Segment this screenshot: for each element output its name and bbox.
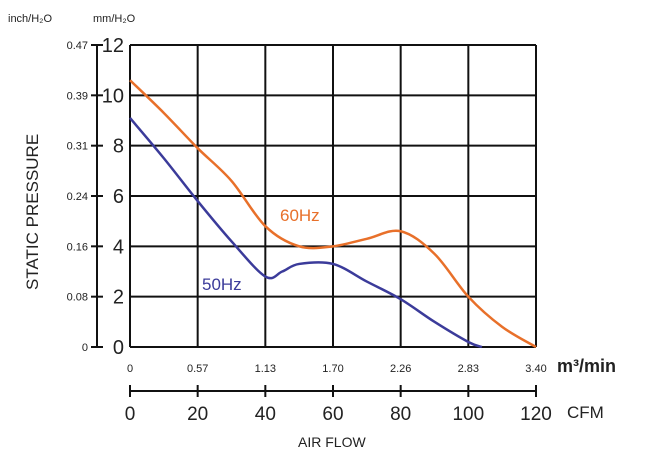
x-tick-label-m3: 3.40 xyxy=(525,363,546,375)
y-tick-label-mm: 10 xyxy=(102,85,124,107)
x-tick-label-m3: 2.83 xyxy=(458,363,479,375)
y-axis-title: STATIC PRESSURE xyxy=(23,134,42,290)
y-tick-label-inch: 0.39 xyxy=(67,90,88,102)
series-label-60hz: 60Hz xyxy=(280,206,320,225)
x-tick-label-cfm: 100 xyxy=(452,404,484,425)
series-label-50hz: 50Hz xyxy=(202,275,242,294)
y-unit-right: mm/H₂O xyxy=(93,13,136,25)
series-line-50hz xyxy=(129,117,483,349)
series-line-60hz xyxy=(129,79,537,349)
y-tick-label-mm: 0 xyxy=(113,337,124,359)
y-tick-label-inch: 0.24 xyxy=(67,191,88,203)
series-lines: 60Hz 50Hz xyxy=(129,79,537,349)
x-tick-label-m3: 0.57 xyxy=(187,363,208,375)
x-unit-bottom: CFM xyxy=(567,403,604,422)
y-tick-label-mm: 4 xyxy=(113,236,124,258)
x-tick-label-m3: 2.26 xyxy=(390,363,411,375)
x-tick-label-cfm: 40 xyxy=(255,404,276,425)
x-tick-label-m3: 1.13 xyxy=(255,363,276,375)
x-tick-label-cfm: 0 xyxy=(125,404,136,425)
chart-grid xyxy=(129,44,537,348)
y-tick-label-inch: 0 xyxy=(82,342,88,354)
y-tick-label-mm: 2 xyxy=(113,287,124,309)
x-tick-label-m3: 1.70 xyxy=(322,363,343,375)
x-axis-title: AIR FLOW xyxy=(298,434,366,450)
x-tick-label-cfm: 60 xyxy=(322,404,343,425)
x-unit-top: m³/min xyxy=(557,356,616,376)
y-tick-label-inch: 0.08 xyxy=(67,292,88,304)
y-tick-label-inch: 0.47 xyxy=(67,40,88,52)
x-tick-label-cfm: 80 xyxy=(390,404,411,425)
x-tick-label-cfm: 120 xyxy=(520,404,552,425)
x-tick-label-m3: 0 xyxy=(127,363,133,375)
y-tick-label-inch: 0.16 xyxy=(67,241,88,253)
y-tick-label-mm: 12 xyxy=(102,35,124,57)
y-unit-left: inch/H₂O xyxy=(8,13,52,25)
y-tick-label-mm: 8 xyxy=(113,136,124,158)
x-tick-label-cfm: 20 xyxy=(187,404,208,425)
y-tick-label-mm: 6 xyxy=(113,186,124,208)
y-tick-label-inch: 0.31 xyxy=(67,141,88,153)
axis-ticks: 0 00.08 20.16 40.24 60.31 80.39 100.47 120 0.57 1… xyxy=(67,35,552,425)
